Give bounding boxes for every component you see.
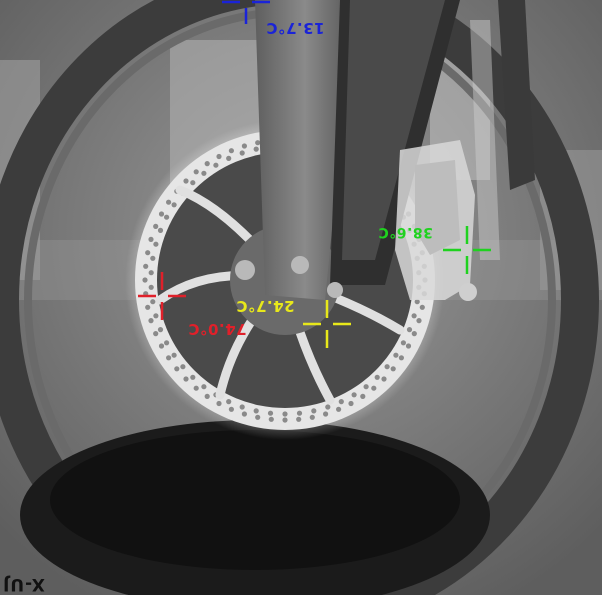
rotor-hole (145, 250, 151, 256)
rotor-hole (311, 408, 317, 414)
rotor-hole (228, 148, 234, 154)
red-temperature-reading: 74.0°C (188, 320, 247, 338)
rotor-hole (180, 364, 186, 370)
rotor-hole (193, 385, 199, 391)
rotor-hole (255, 414, 261, 420)
rotor-hole (143, 263, 149, 269)
rotor-hole (267, 410, 274, 416)
rotor-hole (241, 143, 247, 149)
rotor-hole (213, 162, 219, 168)
rotor-hole (157, 227, 164, 233)
rotor-hole (148, 270, 154, 276)
rotor-hole (363, 384, 369, 390)
rotor-hole (406, 327, 413, 333)
green-temperature-reading: 38.6°C (378, 224, 433, 240)
rotor-hole (201, 170, 207, 176)
rotor-hole (204, 161, 210, 167)
rotor-hole (411, 331, 417, 337)
rotor-hole (145, 304, 151, 310)
rotor-hole (226, 155, 232, 161)
rotor-hole (411, 313, 417, 319)
rotor-hole (228, 406, 234, 412)
rotor-hole (268, 416, 274, 422)
rotor-hole (325, 404, 331, 410)
rotor-hole (164, 214, 170, 220)
rotor-hole (153, 223, 159, 229)
rotor-hole (190, 180, 196, 186)
rotor-hole (201, 384, 207, 390)
green-crosshair (443, 226, 491, 274)
rotor-hole (183, 178, 189, 184)
rotor-hole (174, 366, 180, 372)
rotor-hole (336, 406, 342, 412)
rotor-hole (226, 399, 232, 405)
rotor-hole (157, 327, 164, 333)
rotor-hole (296, 416, 302, 422)
rotor-hole (296, 410, 303, 416)
rotor-hole (193, 169, 199, 175)
rotor-hole (323, 411, 329, 417)
rotor-hole (348, 400, 354, 407)
rotor-hole (390, 366, 396, 372)
rotor-hole (171, 352, 177, 358)
rotor-hole (282, 411, 288, 417)
rotor-hole (400, 340, 406, 346)
rotor-hole (153, 241, 159, 247)
rotor-hole (239, 404, 245, 410)
rotor-hole (253, 408, 259, 414)
corner-label: X-UJ (2, 574, 45, 594)
rotor-hole (282, 417, 288, 423)
rotor-hole (148, 318, 154, 324)
rotor-hole (360, 393, 366, 399)
rotor-hole (166, 199, 172, 205)
rotor-hole (153, 313, 159, 319)
yellow-crosshair (303, 300, 351, 348)
rotor-hole (351, 392, 357, 398)
rotor-hole (405, 343, 412, 349)
rotor-hole (158, 343, 165, 349)
rotor-hole (398, 355, 404, 361)
blue-temperature-reading: 13.7°C (266, 19, 325, 37)
rotor-hole (153, 331, 159, 337)
rotor-hole (381, 376, 387, 382)
rotor-hole (216, 400, 222, 407)
rotor-hole (393, 352, 399, 358)
rotor-hole (253, 146, 259, 152)
rotor-hole (371, 385, 377, 391)
rotor-hole (148, 236, 154, 242)
yellow-temperature-reading: 24.7°C (236, 297, 295, 315)
rotor-hole (150, 255, 156, 261)
rotor-hole (416, 318, 422, 324)
rotor-hole (142, 277, 148, 283)
rotor-hole (239, 150, 245, 156)
rotor-hole (171, 202, 177, 208)
rotor-hole (164, 340, 170, 346)
rotor-hole (190, 374, 196, 380)
rotor-hole (374, 374, 380, 380)
rotor-hole (150, 299, 156, 305)
rotor-hole (241, 411, 247, 417)
rotor-hole (183, 376, 189, 382)
rotor-hole (148, 284, 154, 290)
rotor-hole (166, 355, 172, 361)
rotor-hole (419, 304, 425, 310)
blue-crosshair (222, 0, 270, 24)
rotor-hole (384, 364, 390, 370)
rotor-hole (204, 393, 210, 399)
rotor-hole (255, 140, 261, 146)
rotor-hole (338, 399, 344, 405)
rotor-hole (309, 414, 315, 420)
rotor-hole (158, 211, 165, 217)
red-crosshair (138, 272, 186, 320)
rotor-hole (414, 299, 420, 305)
rotor-hole (216, 153, 222, 160)
